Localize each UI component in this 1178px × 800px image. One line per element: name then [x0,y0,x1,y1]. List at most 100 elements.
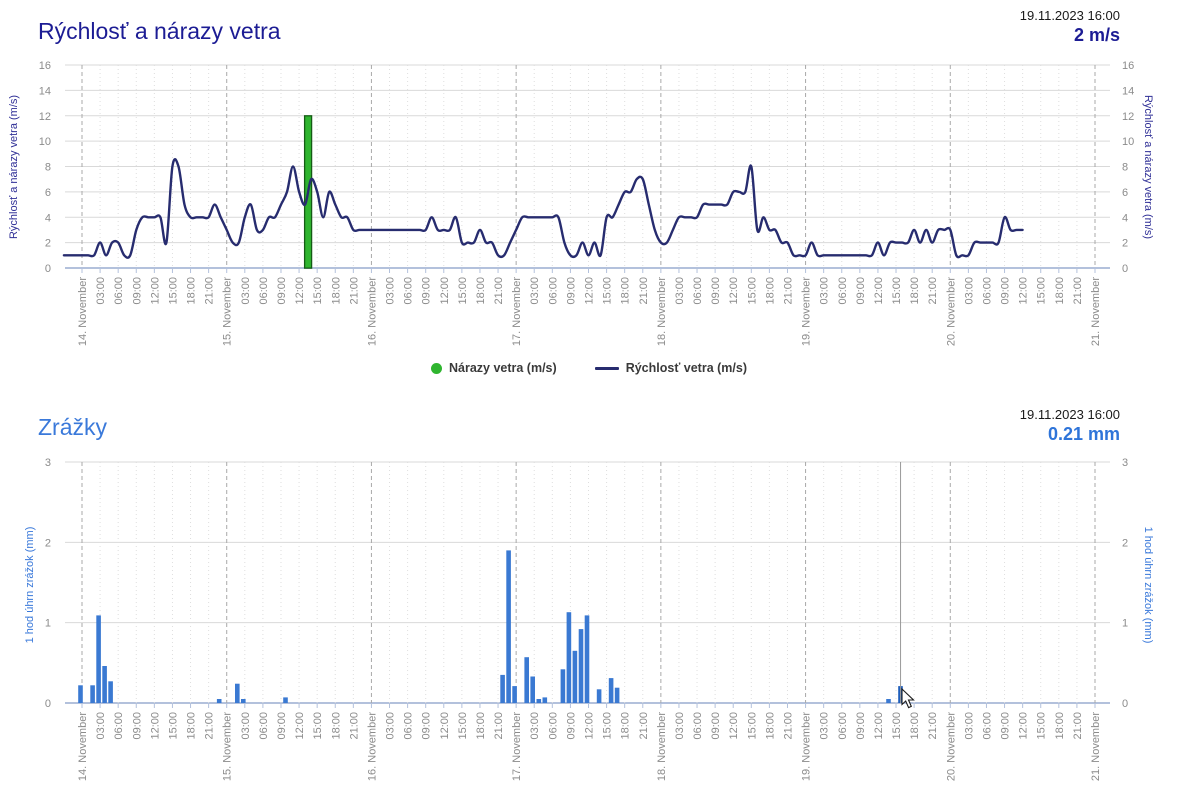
svg-text:18:00: 18:00 [764,277,776,305]
rain-bar[interactable] [78,685,83,703]
svg-text:18:00: 18:00 [330,712,342,740]
mouse-cursor-icon [901,687,915,709]
svg-text:15:00: 15:00 [457,712,469,740]
rain-bar[interactable] [584,615,590,703]
rain-bar[interactable] [524,657,529,703]
svg-text:21:00: 21:00 [348,277,360,305]
rain-bar[interactable] [886,699,891,703]
svg-text:16: 16 [39,60,51,72]
svg-text:2: 2 [45,238,51,250]
svg-text:06:00: 06:00 [837,277,849,305]
rain-bar[interactable] [235,683,240,703]
svg-text:03:00: 03:00 [240,712,252,740]
svg-text:18:00: 18:00 [475,277,487,305]
rain-bar[interactable] [241,699,246,703]
svg-text:1: 1 [1122,618,1128,630]
svg-text:21:00: 21:00 [348,712,360,740]
svg-text:09:00: 09:00 [276,277,288,305]
svg-text:18:00: 18:00 [186,277,198,305]
wind-y-axis-label-right: Rýchlosť a nárazy vetra (m/s) [1142,94,1154,240]
svg-text:4: 4 [1122,212,1128,224]
svg-text:09:00: 09:00 [565,277,577,305]
svg-text:09:00: 09:00 [565,712,577,740]
svg-text:18:00: 18:00 [620,712,632,740]
svg-text:09:00: 09:00 [855,712,867,740]
rain-bar[interactable] [566,612,572,703]
svg-text:18:00: 18:00 [909,712,921,740]
rain-bar[interactable] [108,681,113,703]
rain-bar[interactable] [96,615,101,703]
rain-bar[interactable] [536,699,542,703]
svg-text:1: 1 [45,618,51,630]
rain-bar[interactable] [500,674,505,703]
svg-text:10: 10 [1122,136,1134,148]
svg-text:17. November: 17. November [511,277,523,346]
svg-text:12: 12 [39,111,51,123]
svg-text:21:00: 21:00 [927,277,939,305]
rain-bar[interactable] [542,697,548,703]
svg-text:06:00: 06:00 [837,712,849,740]
svg-text:06:00: 06:00 [258,712,270,740]
svg-text:03:00: 03:00 [385,277,397,305]
legend-item-gusts[interactable]: Nárazy vetra (m/s) [430,361,557,375]
svg-text:2: 2 [1122,537,1128,549]
rain-bar[interactable] [530,676,535,704]
svg-text:2: 2 [1122,238,1128,250]
svg-text:12:00: 12:00 [873,712,885,740]
svg-text:03:00: 03:00 [385,712,397,740]
rain-current-timestamp: 19.11.2023 16:00 [1019,407,1120,422]
rain-bar[interactable] [578,629,584,703]
svg-text:12:00: 12:00 [728,712,740,740]
rain-bar[interactable] [512,686,517,703]
svg-text:09:00: 09:00 [276,712,288,740]
svg-text:15:00: 15:00 [602,277,614,305]
rain-bar[interactable] [608,678,614,703]
wind-speed-line[interactable] [62,158,1024,259]
rain-plot-area[interactable]: 0 0 1 1 2 2 3 3 14. November 03:00 06:00 09:00 12:00… [45,457,1128,781]
svg-text:06:00: 06:00 [258,277,270,305]
svg-text:0: 0 [1122,698,1128,710]
rain-bar[interactable] [283,697,288,703]
svg-text:12:00: 12:00 [1018,712,1030,740]
svg-text:20. November: 20. November [945,277,957,346]
wind-plot-area[interactable]: 0 0 2 2 4 4 6 6 8 8 10 10 12 12 14 14 16 16 14. November 03… [39,60,1135,346]
svg-text:17. November: 17. November [511,712,523,781]
svg-text:03:00: 03:00 [674,712,686,740]
svg-text:03:00: 03:00 [819,277,831,305]
speed-legend-line-icon [594,366,619,370]
rain-bar[interactable] [506,550,511,703]
svg-text:06:00: 06:00 [403,712,415,740]
rain-bar[interactable] [90,685,95,703]
legend-item-speed[interactable]: Rýchlosť vetra (m/s) [594,361,747,375]
svg-text:12:00: 12:00 [1018,277,1030,305]
rain-bar[interactable] [614,687,620,703]
svg-text:21:00: 21:00 [493,712,505,740]
svg-text:06:00: 06:00 [403,277,415,305]
rain-bar[interactable] [102,666,107,703]
svg-text:09:00: 09:00 [421,712,433,740]
svg-text:15:00: 15:00 [602,712,614,740]
rain-bar[interactable] [560,669,566,703]
rain-bar[interactable] [596,689,602,703]
svg-text:15:00: 15:00 [167,712,179,740]
svg-text:12:00: 12:00 [149,712,161,740]
svg-text:12:00: 12:00 [873,277,885,305]
rain-y-axis-label-right: 1 hod úhrn zrážok (mm) [1142,526,1154,644]
svg-text:18. November: 18. November [656,712,668,781]
svg-text:06:00: 06:00 [692,712,704,740]
rain-bar[interactable] [216,699,222,703]
svg-text:03:00: 03:00 [674,277,686,305]
svg-text:3: 3 [1122,457,1128,469]
svg-text:16: 16 [1122,60,1134,72]
svg-text:19. November: 19. November [801,712,813,781]
svg-text:21. November: 21. November [1090,277,1102,346]
rain-bar[interactable] [572,650,578,703]
svg-text:14. November: 14. November [77,277,89,346]
svg-text:14. November: 14. November [77,712,89,781]
wind-y-axis-label-left: Rýchlosť a nárazy vetra (m/s) [8,94,20,240]
svg-text:12:00: 12:00 [439,712,451,740]
svg-text:15:00: 15:00 [746,277,758,305]
svg-text:09:00: 09:00 [421,277,433,305]
